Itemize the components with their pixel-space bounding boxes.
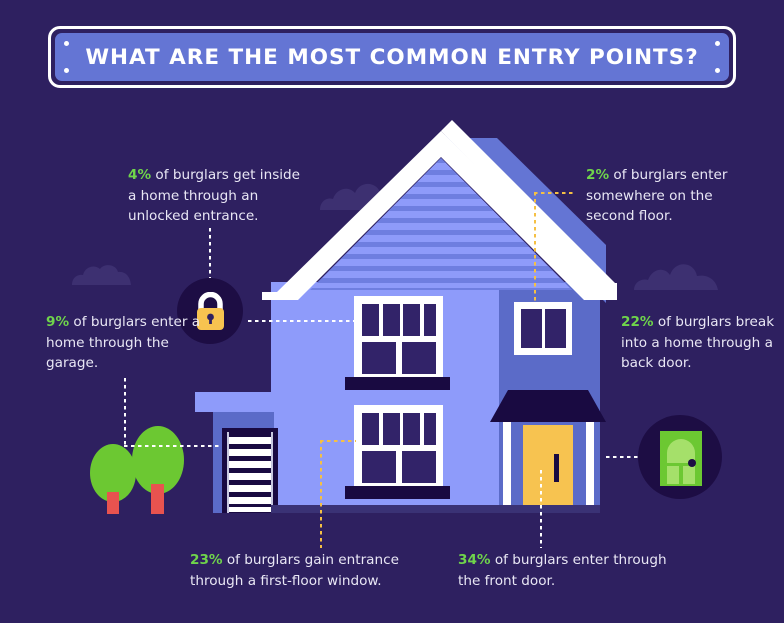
callout-text-unlocked-entrance: of burglars get inside a home through an… (128, 167, 301, 225)
connector-unlocked-entrance (209, 228, 211, 278)
callout-text-garage: of burglars enter a home through the gar… (46, 314, 201, 372)
callout-text-second-floor: of burglars enter somewhere on the secon… (586, 167, 728, 225)
connector-window-horizontal (320, 440, 356, 442)
connector-window-vertical (320, 440, 322, 548)
connector-garage-vertical (124, 378, 126, 446)
callout-percent-second-floor: 2% (586, 167, 610, 183)
connector-back-door (606, 456, 640, 458)
callout-unlocked-entrance: 4% of burglars get inside a home through… (128, 165, 303, 227)
callout-percent-back-door: 22% (621, 314, 654, 330)
callout-first-floor-window: 23% of burglars gain entrance through a … (190, 550, 440, 591)
callout-percent-front-door: 34% (458, 552, 491, 568)
callout-text-back-door: of burglars break into a home through a … (621, 314, 775, 372)
callout-percent-garage: 9% (46, 314, 70, 330)
screw-icon-top-left (64, 41, 69, 46)
callout-text-front-door: of burglars enter through the front door… (458, 552, 667, 589)
callout-percent-first-floor-window: 23% (190, 552, 223, 568)
screw-icon-bottom-right (715, 68, 720, 73)
green-door-icon (660, 431, 702, 486)
callout-garage: 9% of burglars enter a home through the … (46, 312, 206, 374)
screw-icon-bottom-left (64, 68, 69, 73)
connector-front-door (540, 470, 542, 548)
title-banner-inner: WHAT ARE THE MOST COMMON ENTRY POINTS? (55, 33, 729, 81)
connector-second-floor-vertical (534, 192, 536, 302)
padlock-icon (197, 292, 224, 330)
screw-icon-top-right (715, 41, 720, 46)
connector-padlock-to-house (248, 320, 354, 322)
callout-second-floor: 2% of burglars enter somewhere on the se… (586, 165, 756, 227)
callout-back-door: 22% of burglars break into a home throug… (621, 312, 781, 374)
page-title: WHAT ARE THE MOST COMMON ENTRY POINTS? (85, 44, 699, 70)
callout-percent-unlocked-entrance: 4% (128, 167, 152, 183)
connector-second-floor-horizontal (534, 192, 576, 194)
connector-garage-horizontal (124, 445, 220, 447)
callout-front-door: 34% of burglars enter through the front … (458, 550, 673, 591)
title-banner: WHAT ARE THE MOST COMMON ENTRY POINTS? (48, 26, 736, 88)
callout-text-first-floor-window: of burglars gain entrance through a firs… (190, 552, 399, 589)
